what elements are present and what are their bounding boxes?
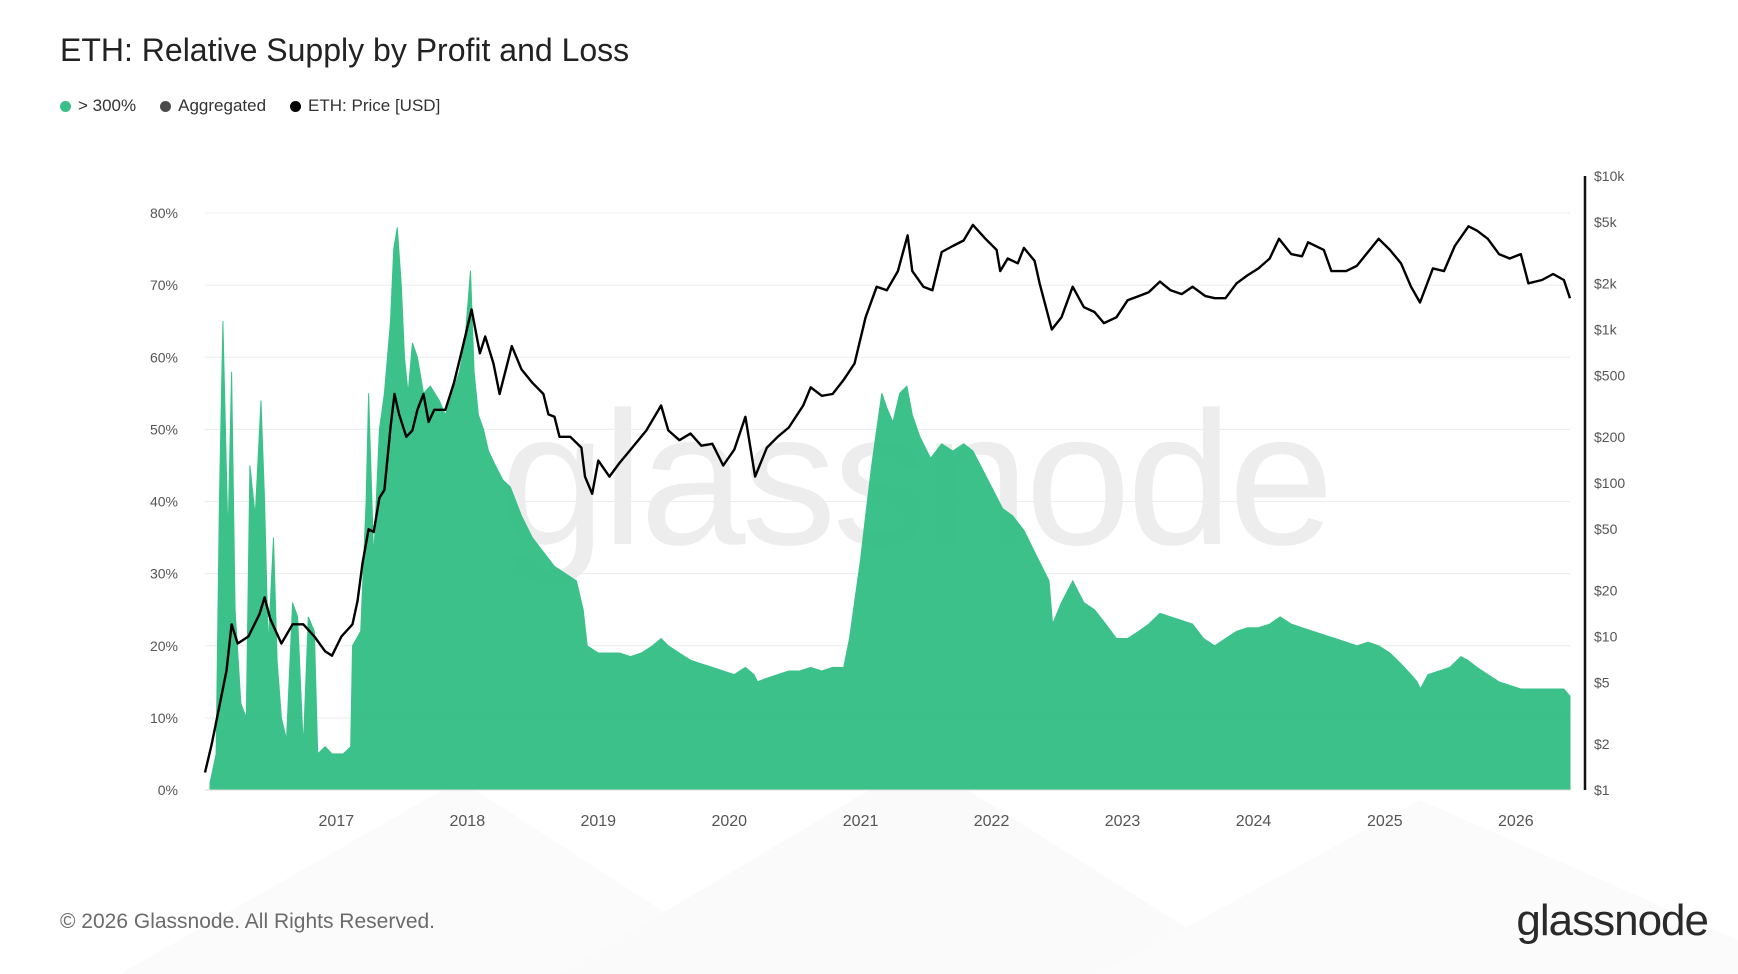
y-right-tick-label: $50 — [1594, 521, 1618, 537]
series-line-eth-price — [203, 223, 1572, 773]
legend-item-aggregated[interactable]: Aggregated — [160, 96, 266, 116]
y-left-tick-label: 50% — [150, 421, 178, 437]
legend-swatch-gt-300 — [60, 100, 71, 112]
legend-item-eth-price[interactable]: ETH: Price [USD] — [290, 96, 440, 116]
x-tick-label: 2021 — [843, 813, 879, 830]
y-left-tick-label: 0% — [158, 782, 178, 798]
x-tick-label: 2022 — [974, 813, 1010, 830]
legend-swatch-eth-price — [290, 100, 302, 112]
y-left-tick-label: 20% — [150, 638, 178, 654]
y-right-tick-label: $20 — [1594, 582, 1618, 598]
legend: > 300% Aggregated ETH: Price [USD] — [60, 96, 440, 116]
y-left-tick-label: 10% — [150, 710, 178, 726]
y-right-tick-label: $100 — [1594, 475, 1625, 491]
legend-label-aggregated: Aggregated — [178, 96, 267, 115]
x-tick-label: 2019 — [580, 813, 616, 830]
y-right-tick-label: $500 — [1594, 368, 1625, 384]
glassnode-logo[interactable]: glassnode — [1516, 896, 1709, 945]
y-left-tick-label: 40% — [150, 494, 178, 510]
y-right-tick-label: $2k — [1594, 275, 1618, 291]
y-right-tick-label: $1 — [1594, 782, 1610, 798]
y-right-tick-label: $10k — [1594, 168, 1625, 184]
y-left-tick-label: 80% — [150, 205, 178, 221]
x-tick-label: 2024 — [1236, 813, 1272, 830]
y-left-tick-label: 70% — [150, 277, 178, 293]
x-tick-label: 2020 — [711, 813, 747, 830]
legend-label-eth-price: ETH: Price [USD] — [308, 96, 441, 115]
series-area-gt-300 — [209, 227, 1571, 791]
x-tick-label: 2017 — [319, 813, 355, 830]
legend-label-gt-300: > 300% — [78, 96, 137, 115]
x-tick-label: 2026 — [1498, 813, 1534, 830]
y-right-tick-label: $5 — [1594, 675, 1610, 691]
chart-title: ETH: Relative Supply by Profit and Loss — [60, 32, 630, 68]
y-right-tick-label: $10 — [1594, 629, 1618, 645]
x-tick-label: 2018 — [450, 813, 486, 830]
y-right-tick-label: $5k — [1594, 214, 1618, 230]
y-left-tick-label: 30% — [150, 566, 178, 582]
x-tick-label: 2025 — [1367, 813, 1403, 830]
y-left-tick-label: 60% — [150, 349, 178, 365]
y-right-tick-label: $2 — [1594, 736, 1610, 752]
y-right-tick-label: $1k — [1594, 322, 1618, 338]
y-right-tick-label: $200 — [1594, 429, 1625, 445]
legend-swatch-aggregated — [160, 100, 172, 112]
x-tick-label: 2023 — [1105, 813, 1141, 830]
legend-item-gt-300[interactable]: > 300% — [60, 96, 136, 116]
footer-copyright: © 2026 Glassnode. All Rights Reserved. — [60, 910, 436, 933]
